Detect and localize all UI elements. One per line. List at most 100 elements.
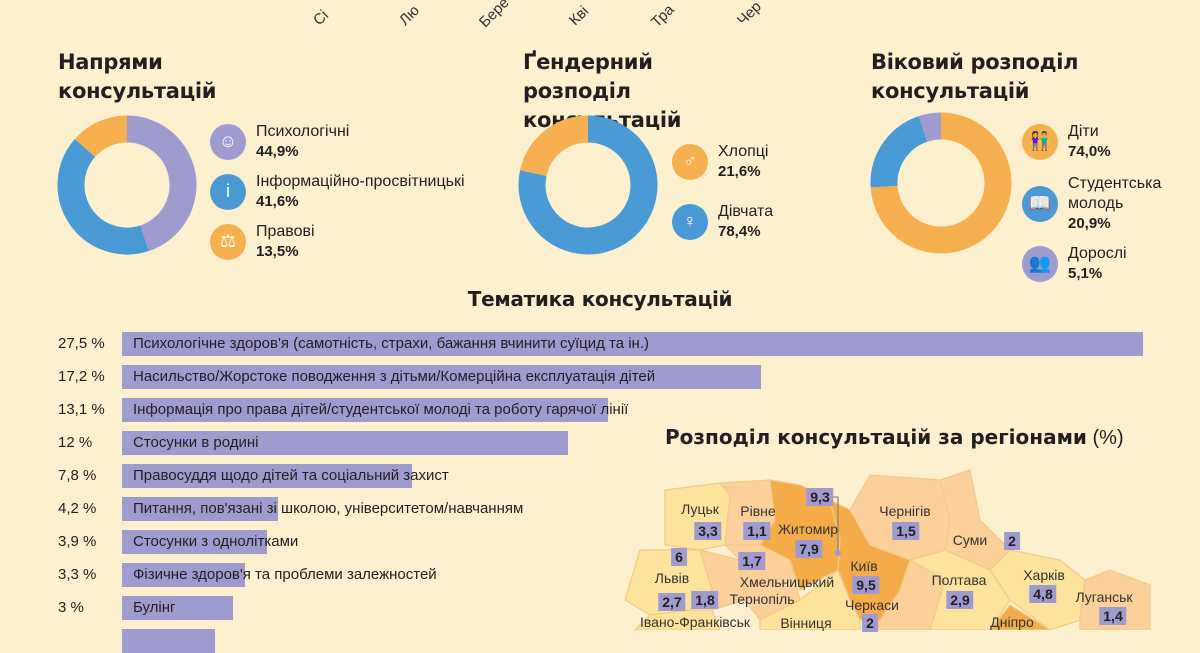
region-value: 4,8: [1029, 585, 1057, 603]
legend-children: 👫 Діти 74,0%: [1022, 122, 1111, 161]
topic-label: Психологічне здоров'я (самотність, страх…: [133, 335, 650, 352]
donut-slice: [126, 115, 197, 251]
legend-value: 74,0%: [1068, 143, 1111, 160]
topic-label: Фізичне здоров'я та проблеми залежностей: [133, 566, 437, 583]
children-icon: 👫: [1022, 123, 1058, 160]
topic-label: Насильство/Жорстоке поводження з дітьми/…: [133, 368, 656, 385]
region-name: Харків: [1023, 567, 1065, 583]
region-name: Луганськ: [1075, 589, 1133, 605]
donut-slice: [74, 115, 128, 158]
donut-slice: [520, 115, 589, 177]
topic-bar: [122, 431, 568, 455]
topic-row: 3,9 % Стосунки з однолітками: [0, 530, 1200, 554]
legend-informational: i Інформаційно-просвітницькі 41,6%: [210, 172, 465, 211]
region-value: 1,4: [1099, 607, 1127, 625]
topic-percent: 3,3 %: [58, 566, 97, 583]
legend-value: 44,9%: [256, 143, 299, 160]
region-value: 6: [671, 548, 687, 566]
topic-bar: [122, 530, 267, 554]
directions-donut: [57, 115, 197, 255]
topics-title: Тематика консультацій: [467, 287, 733, 311]
donut-slice: [918, 112, 942, 142]
region-value: 1,5: [892, 522, 920, 540]
legend-label: Студентська молодь: [1068, 175, 1162, 212]
adults-icon: 👥: [1022, 245, 1058, 282]
topic-percent: 3 %: [58, 599, 84, 616]
region-value: 1,1: [743, 522, 771, 540]
topic-percent: 4,2 %: [58, 500, 97, 517]
kyiv-city-dot: [835, 550, 841, 556]
region-vinnytsia[interactable]: [759, 569, 861, 630]
legend-label: Психологічні: [256, 123, 350, 140]
legend-adults: 👥 Дорослі 5,1%: [1022, 244, 1127, 283]
region-name: Хмельницький: [739, 574, 835, 590]
directions-title: Напрями консультацій: [58, 50, 217, 103]
topic-row: 3 % Булінг: [0, 596, 1200, 620]
legend-label: Правові: [256, 223, 315, 240]
region-value: 9,5: [852, 576, 880, 594]
region-name: Київ: [850, 558, 878, 574]
topic-bar: [122, 563, 245, 587]
legend-value: 13,5%: [256, 243, 299, 260]
legend-label: Хлопці: [718, 143, 769, 160]
topic-row: 17,2 % Насильство/Жорстоке поводження з …: [0, 365, 1200, 389]
legend-legal: ⚖ Правові 13,5%: [210, 222, 315, 261]
topic-bar: [122, 629, 215, 653]
topic-percent: 7,8 %: [58, 467, 97, 484]
region-name: Рівне: [740, 503, 776, 519]
topic-bar: [122, 596, 234, 620]
region-value: 2,7: [658, 593, 686, 611]
map-title: Розподіл консультацій за регіонами: [665, 425, 1087, 449]
region-name: Львів: [654, 570, 690, 586]
region-name: Івано-Франківськ: [639, 614, 751, 630]
legend-psychological: ☺ Психологічні 44,9%: [210, 122, 349, 161]
male-icon: ♂: [672, 143, 708, 180]
topic-row: 13,1 % Інформація про права дітей/студен…: [0, 398, 1200, 422]
topic-row: [0, 629, 1200, 653]
region-value: 1,8: [691, 591, 719, 609]
region-name: Полтава: [931, 572, 987, 588]
kyiv-city-value: 9,3: [806, 488, 834, 506]
student-icon: 📖: [1022, 185, 1058, 222]
region-name: Вінниця: [780, 615, 832, 631]
legend-label: Дівчата: [718, 203, 774, 220]
region-name: Черкаси: [845, 597, 899, 613]
legend-label: Дорослі: [1068, 245, 1127, 262]
region-name: Суми: [952, 532, 988, 548]
topic-bar: [122, 497, 278, 521]
legend-value: 20,9%: [1068, 215, 1111, 232]
topic-label: Стосунки в родині: [133, 434, 259, 451]
legend-value: 5,1%: [1068, 265, 1103, 282]
donut-slice: [870, 116, 928, 188]
topic-percent: 17,2 %: [58, 368, 105, 385]
topic-percent: 13,1 %: [58, 401, 105, 418]
region-ternopil[interactable]: [699, 549, 746, 611]
region-dnipro[interactable]: [989, 604, 1052, 630]
ukraine-map: [624, 469, 1151, 630]
topic-label: Правосуддя щодо дітей та соціальний захи…: [133, 467, 449, 484]
head-icon: ☺: [210, 123, 246, 160]
age-donut: [870, 112, 1012, 254]
region-name: Житомир: [777, 521, 839, 537]
topic-bar: [122, 464, 412, 488]
legend-label: Інформаційно-просвітницькі: [256, 173, 465, 190]
topic-bar: [122, 398, 609, 422]
topic-label: Інформація про права дітей/студентської …: [133, 401, 629, 418]
scales-icon: ⚖: [210, 223, 246, 260]
topic-bar: [122, 365, 761, 389]
topic-row: 12 % Стосунки в родині: [0, 431, 1200, 455]
region-poltava[interactable]: [908, 549, 1011, 630]
info-icon: i: [210, 173, 246, 210]
topic-label: Стосунки з однолітками: [133, 533, 299, 550]
region-name: Тернопіль: [729, 591, 795, 607]
legend-girls: ♀ Дівчата 78,4%: [672, 202, 773, 241]
topic-label: Булінг: [133, 599, 176, 616]
region-name: Чернігів: [879, 503, 931, 519]
topic-row: 27,5 % Психологічне здоров'я (самотність…: [0, 332, 1200, 356]
topic-label: Питання, пов'язані зі школою, університе…: [133, 500, 524, 517]
topic-percent: 3,9 %: [58, 533, 97, 550]
legend-boys: ♂ Хлопці 21,6%: [672, 142, 768, 181]
gender-donut: [518, 115, 658, 255]
topic-row: 4,2 % Питання, пов'язані зі школою, унів…: [0, 497, 1200, 521]
region-luhansk[interactable]: [1079, 569, 1151, 630]
